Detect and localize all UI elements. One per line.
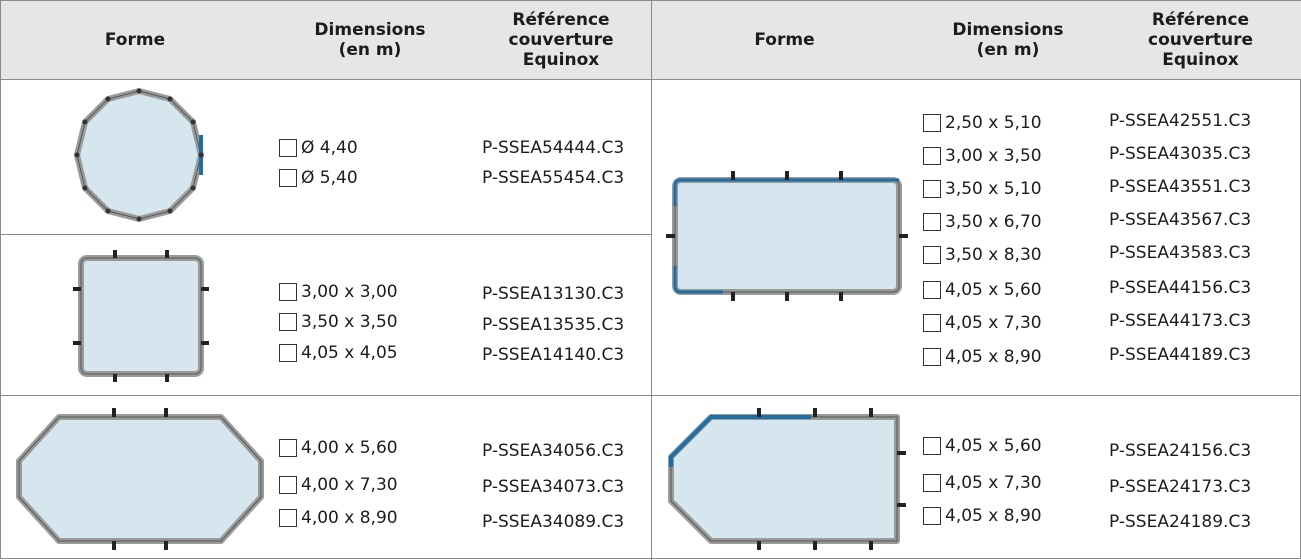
reference-dodecagon-1: P-SSEA54444.C3: [482, 138, 625, 158]
center-divider: [651, 1, 652, 560]
option-rectangle-6[interactable]: 4,05 x 5,60: [923, 278, 1042, 302]
reference-rectangle-8: P-SSEA44189.C3: [1109, 345, 1252, 365]
reference-elongated-3: P-SSEA34089.C3: [482, 512, 625, 532]
option-cut-corner-1[interactable]: 4,05 x 5,60: [923, 434, 1042, 458]
checkbox[interactable]: [279, 509, 297, 527]
checkbox[interactable]: [279, 313, 297, 331]
header-reference-left: Référence couverture Equinox: [508, 10, 614, 70]
dimension-label: 4,00 x 8,90: [301, 508, 398, 528]
dimension-label: 4,00 x 5,60: [301, 438, 398, 458]
reference-dodecagon-2: P-SSEA55454.C3: [482, 168, 625, 188]
dimension-label: 3,00 x 3,50: [945, 146, 1042, 166]
reference-elongated-1: P-SSEA34056.C3: [482, 441, 625, 461]
option-rectangle-4[interactable]: 3,50 x 6,70: [923, 210, 1042, 234]
option-rectangle-7[interactable]: 4,05 x 7,30: [923, 311, 1042, 335]
checkbox[interactable]: [279, 439, 297, 457]
reference-rectangle-7: P-SSEA44173.C3: [1109, 311, 1252, 331]
reference-cut-corner-3: P-SSEA24189.C3: [1109, 512, 1252, 532]
option-cut-corner-2[interactable]: 4,05 x 7,30: [923, 471, 1042, 495]
header-dimensions-left: Dimensions (en m): [314, 20, 426, 60]
reference-cut-corner-1: P-SSEA24156.C3: [1109, 441, 1252, 461]
option-rectangle-3[interactable]: 3,50 x 5,10: [923, 177, 1042, 201]
dimension-label: 2,50 x 5,10: [945, 113, 1042, 133]
reference-rectangle-1: P-SSEA42551.C3: [1109, 111, 1252, 131]
reference-rectangle-4: P-SSEA43567.C3: [1109, 210, 1252, 230]
checkbox[interactable]: [923, 180, 941, 198]
reference-square-3: P-SSEA14140.C3: [482, 345, 625, 365]
reference-rectangle-3: P-SSEA43551.C3: [1109, 177, 1252, 197]
dodecagon-pool-icon: [74, 88, 204, 222]
checkbox[interactable]: [279, 476, 297, 494]
option-dodecagon-2[interactable]: Ø 5,40: [279, 166, 358, 190]
checkbox[interactable]: [923, 507, 941, 525]
header-reference-right: Référence couverture Equinox: [1148, 10, 1253, 70]
dimension-label: Ø 5,40: [301, 168, 358, 188]
reference-cut-corner-2: P-SSEA24173.C3: [1109, 477, 1252, 497]
option-rectangle-8[interactable]: 4,05 x 8,90: [923, 345, 1042, 369]
checkbox[interactable]: [279, 139, 297, 157]
dimension-label: 3,50 x 3,50: [301, 312, 398, 332]
row-divider-full: [1, 395, 1301, 396]
checkbox[interactable]: [279, 283, 297, 301]
checkbox[interactable]: [279, 344, 297, 362]
header-dimensions-right: Dimensions (en m): [952, 20, 1064, 60]
reference-elongated-2: P-SSEA34073.C3: [482, 477, 625, 497]
header-forme-right: Forme: [754, 30, 815, 50]
cut-corner-pool-icon: [668, 408, 906, 550]
dimension-label: 4,05 x 7,30: [945, 473, 1042, 493]
checkbox[interactable]: [923, 314, 941, 332]
dimension-label: 4,05 x 8,90: [945, 347, 1042, 367]
dimension-label: 3,50 x 5,10: [945, 179, 1042, 199]
option-rectangle-1[interactable]: 2,50 x 5,10: [923, 111, 1042, 135]
dimension-label: 3,50 x 8,30: [945, 245, 1042, 265]
option-elongated-1[interactable]: 4,00 x 5,60: [279, 436, 398, 460]
header-forme-left: Forme: [104, 30, 166, 50]
reference-rectangle-5: P-SSEA43583.C3: [1109, 243, 1252, 263]
dimension-label: 3,50 x 6,70: [945, 212, 1042, 232]
table-header-left: [1, 1, 651, 79]
elongated-octagon-pool-icon: [16, 408, 264, 550]
option-rectangle-5[interactable]: 3,50 x 8,30: [923, 243, 1042, 267]
option-square-2[interactable]: 3,50 x 3,50: [279, 310, 398, 334]
checkbox[interactable]: [923, 281, 941, 299]
rectangle-pool-icon: [666, 171, 908, 301]
checkbox[interactable]: [923, 213, 941, 231]
dimension-label: Ø 4,40: [301, 138, 358, 158]
option-square-1[interactable]: 3,00 x 3,00: [279, 280, 398, 304]
checkbox[interactable]: [923, 147, 941, 165]
row-divider-left-1: [1, 234, 651, 235]
dimension-label: 4,05 x 7,30: [945, 313, 1042, 333]
checkbox[interactable]: [923, 246, 941, 264]
dimension-label: 4,05 x 5,60: [945, 436, 1042, 456]
reference-rectangle-2: P-SSEA43035.C3: [1109, 144, 1252, 164]
checkbox[interactable]: [923, 114, 941, 132]
reference-rectangle-6: P-SSEA44156.C3: [1109, 278, 1252, 298]
checkbox[interactable]: [923, 348, 941, 366]
dimension-label: 4,05 x 8,90: [945, 506, 1042, 526]
checkbox[interactable]: [923, 437, 941, 455]
checkbox[interactable]: [923, 474, 941, 492]
option-dodecagon-1[interactable]: Ø 4,40: [279, 136, 358, 160]
checkbox[interactable]: [279, 169, 297, 187]
option-rectangle-2[interactable]: 3,00 x 3,50: [923, 144, 1042, 168]
option-square-3[interactable]: 4,05 x 4,05: [279, 341, 398, 365]
dimension-label: 4,00 x 7,30: [301, 475, 398, 495]
reference-square-1: P-SSEA13130.C3: [482, 284, 625, 304]
dimension-label: 3,00 x 3,00: [301, 282, 398, 302]
table-header-right: [652, 1, 1301, 79]
option-elongated-2[interactable]: 4,00 x 7,30: [279, 473, 398, 497]
reference-square-2: P-SSEA13535.C3: [482, 315, 625, 335]
option-cut-corner-3[interactable]: 4,05 x 8,90: [923, 504, 1042, 528]
header-divider: [1, 79, 1301, 80]
option-elongated-3[interactable]: 4,00 x 8,90: [279, 506, 398, 530]
square-pool-icon: [73, 250, 209, 382]
dimension-label: 4,05 x 4,05: [301, 343, 398, 363]
dimension-label: 4,05 x 5,60: [945, 280, 1042, 300]
